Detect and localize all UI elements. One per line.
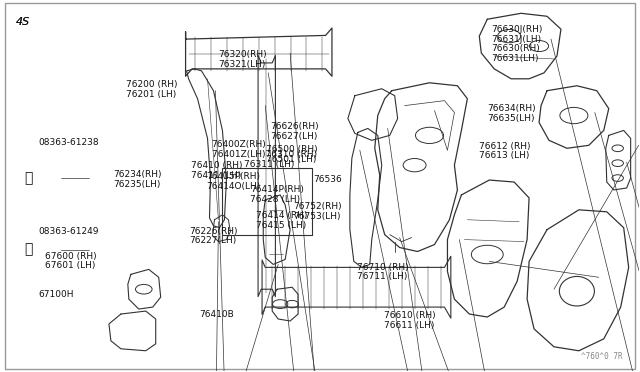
- Text: 76414 (RH): 76414 (RH): [256, 211, 308, 220]
- Text: 76414P(RH): 76414P(RH): [250, 185, 304, 194]
- Text: 4S: 4S: [15, 17, 29, 27]
- Text: 4S: 4S: [15, 17, 29, 27]
- Text: 76400Z(RH): 76400Z(RH): [212, 140, 266, 149]
- Text: 76321(LH): 76321(LH): [218, 60, 266, 70]
- Text: 76613 (LH): 76613 (LH): [479, 151, 530, 160]
- Text: 76711 (LH): 76711 (LH): [357, 272, 407, 281]
- Text: 76320(RH): 76320(RH): [218, 51, 267, 60]
- Text: 76631(LH): 76631(LH): [491, 54, 538, 63]
- Text: 76235(LH): 76235(LH): [113, 180, 160, 189]
- Text: 76631J(LH): 76631J(LH): [491, 35, 541, 44]
- Text: 76415 (LH): 76415 (LH): [256, 221, 307, 230]
- Text: 08363-61249: 08363-61249: [38, 227, 99, 235]
- Text: Ⓢ: Ⓢ: [24, 171, 33, 185]
- Text: 67601 (LH): 67601 (LH): [45, 261, 95, 270]
- Text: 76611 (LH): 76611 (LH): [384, 321, 434, 330]
- Text: 76501 (LH): 76501 (LH): [266, 155, 317, 164]
- Text: 76500 (RH): 76500 (RH): [266, 145, 318, 154]
- Text: 76753(LH): 76753(LH): [293, 212, 340, 221]
- Text: 76200 (RH): 76200 (RH): [125, 80, 177, 89]
- Text: 76401Z(LH)76310 (RH): 76401Z(LH)76310 (RH): [212, 150, 317, 159]
- Text: 76201 (LH): 76201 (LH): [125, 90, 176, 99]
- Text: 76415P(RH): 76415P(RH): [207, 172, 260, 181]
- Text: 76626(RH): 76626(RH): [270, 122, 319, 131]
- Text: 76234(RH): 76234(RH): [113, 170, 161, 179]
- Text: 67100H: 67100H: [38, 291, 74, 299]
- Text: 76410 (RH): 76410 (RH): [191, 161, 243, 170]
- Text: 76428 (LH): 76428 (LH): [250, 195, 300, 204]
- Text: Ⓢ: Ⓢ: [24, 243, 33, 257]
- Text: 76752(RH): 76752(RH): [293, 202, 342, 211]
- Text: 76630(RH): 76630(RH): [491, 44, 540, 53]
- Text: 76410B: 76410B: [199, 310, 234, 319]
- Text: 08363-61238: 08363-61238: [38, 138, 99, 147]
- Text: 76414O(LH): 76414O(LH): [207, 182, 261, 190]
- Text: 76634(RH): 76634(RH): [487, 104, 536, 113]
- Text: 76311 (LH): 76311 (LH): [244, 160, 294, 169]
- Text: 76610 (RH): 76610 (RH): [384, 311, 435, 320]
- Text: 76627(LH): 76627(LH): [270, 132, 317, 141]
- Text: ^760^0 7R: ^760^0 7R: [581, 352, 623, 361]
- Text: 76710 (RH): 76710 (RH): [357, 263, 408, 272]
- Text: 76226(RH): 76226(RH): [189, 227, 238, 235]
- Text: 76630J(RH): 76630J(RH): [491, 25, 542, 34]
- Text: 76536: 76536: [314, 175, 342, 184]
- Text: 76612 (RH): 76612 (RH): [479, 142, 531, 151]
- Text: 76227(LH): 76227(LH): [189, 236, 237, 245]
- Text: 76411 (LH): 76411 (LH): [191, 171, 241, 180]
- Text: 76635(LH): 76635(LH): [487, 113, 534, 122]
- Text: 67600 (RH): 67600 (RH): [45, 251, 97, 261]
